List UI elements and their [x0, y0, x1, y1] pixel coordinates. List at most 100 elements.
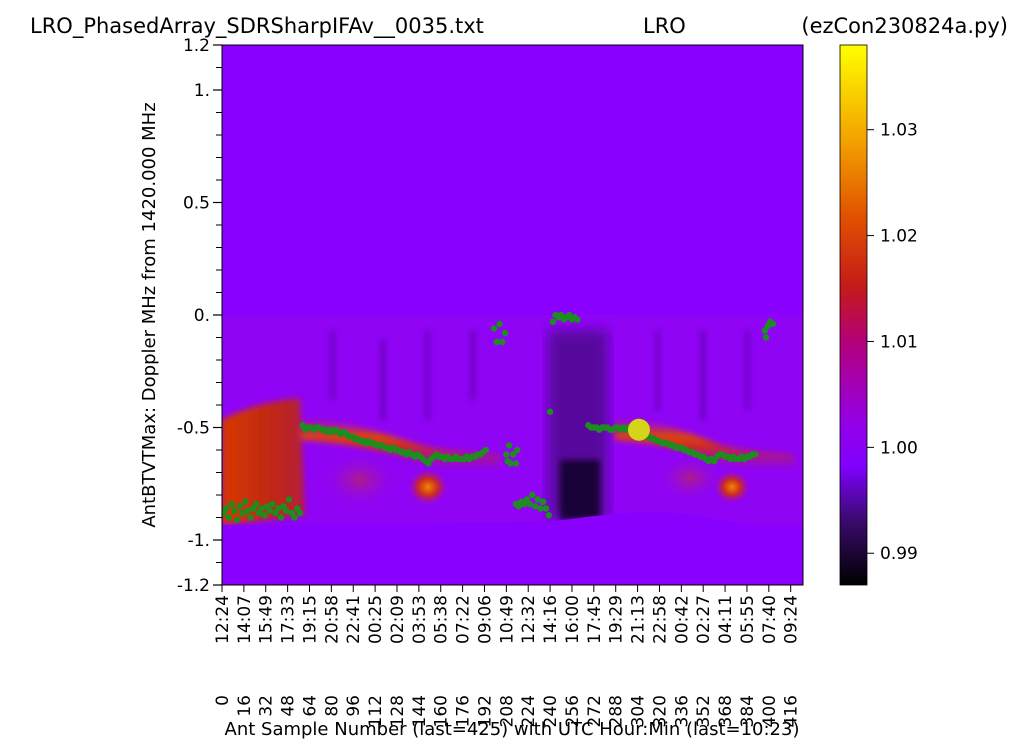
x-axis-label: Ant Sample Number (last=425) with UTC Ho… — [225, 719, 800, 740]
heatmap-streaks — [330, 330, 750, 420]
x-tick-time-label: 22:58 — [650, 595, 670, 644]
max-trace-point — [239, 509, 246, 517]
x-tick-sample-label: 48 — [279, 695, 299, 717]
heatmap-left-hot-region — [222, 398, 305, 525]
x-tick-sample-label: 32 — [257, 695, 277, 717]
x-tick-time-label: 04:11 — [716, 595, 736, 644]
y-tick-label: 0.5 — [183, 194, 210, 214]
heatmap-field — [222, 45, 803, 585]
y-tick-label: -1. — [188, 531, 210, 551]
x-tick-time-label: 21:13 — [629, 595, 649, 644]
max-trace-point — [531, 503, 539, 510]
max-trace-point — [228, 500, 235, 508]
x-tick-time-label: 10:49 — [497, 595, 517, 644]
x-tick-time-label: 12:32 — [519, 595, 539, 644]
title-object: LRO — [643, 14, 686, 38]
x-tick-time-label: 07:22 — [454, 595, 474, 644]
max-trace-point — [258, 505, 265, 512]
max-trace-point — [503, 451, 510, 458]
max-trace-point — [269, 500, 276, 508]
x-tick-sample-label: 96 — [344, 695, 364, 717]
x-tick-time-label: 17:45 — [585, 595, 605, 644]
x-tick-time-label: 07:40 — [760, 595, 780, 644]
x-tick-time-label: 22:41 — [344, 595, 364, 644]
x-tick-time-label: 17:33 — [279, 595, 299, 644]
max-trace-point — [274, 505, 282, 512]
max-trace-point — [482, 446, 490, 454]
x-tick-time-label: 02:09 — [388, 595, 408, 644]
colorbar-tick-label: 0.99 — [880, 544, 918, 564]
x-tick-sample-label: 192 — [475, 695, 495, 727]
x-tick-time-label: 09:24 — [782, 595, 802, 644]
max-trace-point — [537, 505, 544, 512]
x-tick-sample-label: 304 — [629, 695, 649, 727]
x-tick-sample-label: 16 — [235, 695, 255, 717]
title-program: (ezCon230824a.py) — [801, 14, 1008, 38]
y-tick-label: 0. — [194, 306, 210, 326]
max-trace-point — [507, 460, 514, 467]
max-trace-point — [545, 512, 552, 519]
max-trace-point — [283, 507, 290, 514]
x-tick-sample-label: 416 — [782, 695, 802, 727]
x-tick-sample-label: 0 — [213, 695, 233, 706]
heatmap-dark-core — [560, 460, 600, 520]
x-tick-sample-label: 336 — [672, 695, 692, 727]
x-tick-time-label: 14:16 — [541, 595, 561, 644]
max-trace-point — [493, 338, 500, 346]
colorbar-axis: 0.99 1.00 1.01 1.02 1.03 — [867, 121, 918, 564]
colorbar-tick-label: 1.03 — [880, 121, 918, 141]
max-trace-point — [244, 507, 252, 514]
x-axis: 12:24 0 14:07 16 15:49 32 17:33 48 19:15 64 20:58 8… — [213, 585, 802, 727]
max-trace-point — [242, 498, 249, 505]
y-axis-label: AntBTVTMax: Doppler MHz from 1420.000 MH… — [139, 102, 160, 527]
max-trace-point — [266, 507, 274, 514]
x-tick-sample-label: 256 — [563, 695, 583, 727]
x-tick-time-label: 12:24 — [213, 595, 233, 644]
max-trace-point — [529, 491, 536, 499]
max-trace-point — [512, 460, 520, 467]
max-trace-point — [499, 338, 506, 346]
colorbar-tick-label: 1.01 — [880, 332, 918, 352]
max-trace-point — [285, 496, 293, 503]
x-tick-sample-label: 128 — [388, 695, 408, 727]
max-trace-point — [225, 514, 233, 521]
x-tick-sample-label: 272 — [585, 695, 605, 727]
max-trace-point — [540, 498, 547, 505]
x-tick-sample-label: 112 — [366, 695, 386, 727]
max-trace-point — [233, 516, 241, 523]
max-trace-point — [534, 496, 541, 503]
x-tick-sample-label: 64 — [300, 695, 320, 717]
x-tick-time-label: 19:29 — [607, 595, 627, 644]
max-trace-point — [501, 329, 509, 337]
x-tick-time-label: 00:25 — [366, 595, 386, 644]
x-tick-sample-label: 144 — [410, 695, 430, 727]
max-trace-point — [247, 514, 254, 521]
max-trace-point — [509, 451, 517, 458]
max-trace-point — [277, 514, 284, 521]
max-trace-point — [762, 334, 770, 341]
max-trace-point — [291, 514, 298, 521]
x-tick-time-label: 03:53 — [410, 595, 430, 644]
y-tick-label: 1. — [194, 81, 210, 101]
max-trace-point — [769, 320, 777, 328]
max-trace-point — [574, 316, 581, 323]
y-axis: 1.2 1. 0.5 0. -0.5 -1. -1.2 — [177, 36, 222, 596]
max-trace-point — [751, 451, 759, 458]
x-tick-sample-label: 240 — [541, 695, 561, 727]
x-tick-time-label: 09:06 — [475, 595, 495, 644]
max-trace-point — [222, 505, 230, 512]
x-tick-sample-label: 160 — [432, 695, 452, 727]
x-tick-time-label: 05:38 — [432, 595, 452, 644]
x-tick-time-label: 00:42 — [672, 595, 692, 644]
colorbar-tick-label: 1.00 — [880, 438, 918, 458]
heatmap-soft-1 — [320, 450, 400, 510]
x-tick-sample-label: 400 — [760, 695, 780, 727]
x-tick-time-label: 20:58 — [322, 595, 342, 644]
max-trace-point — [549, 318, 557, 325]
x-tick-time-label: 16:00 — [563, 595, 583, 644]
x-tick-sample-label: 384 — [738, 695, 758, 727]
max-trace-point — [542, 505, 550, 512]
max-trace-point — [296, 509, 304, 517]
max-trace-point — [514, 446, 521, 454]
heatmap-hotspot-1 — [406, 467, 450, 507]
